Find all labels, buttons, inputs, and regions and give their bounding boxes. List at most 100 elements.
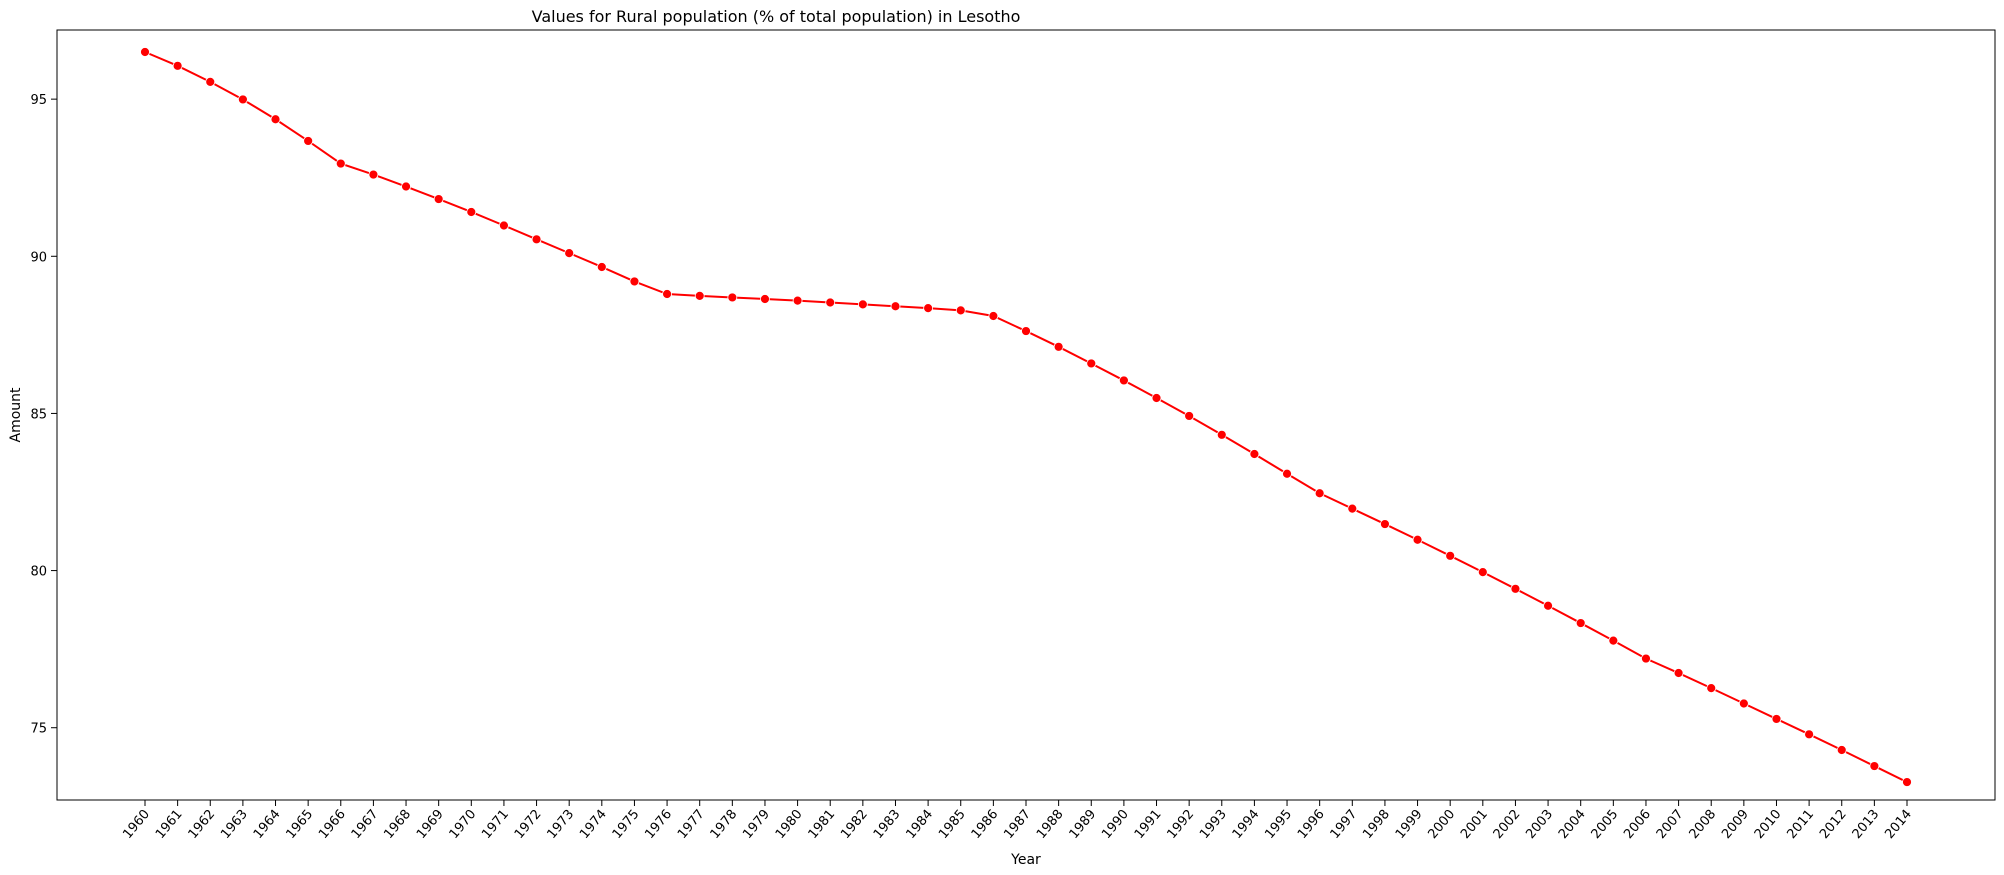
x-tick-label: 1970: [447, 807, 480, 842]
x-tick-label: 1996: [1295, 807, 1328, 842]
data-point: [988, 311, 999, 321]
data-point: [727, 292, 738, 303]
x-tick-label: 1976: [642, 807, 675, 842]
x-tick-label: 2010: [1752, 807, 1785, 842]
x-tick-label: 1973: [544, 807, 577, 842]
data-point: [1673, 668, 1684, 678]
data-point: [955, 305, 966, 316]
data-point: [629, 276, 640, 287]
x-tick-label: 1984: [903, 807, 936, 842]
x-tick-label: 1993: [1197, 807, 1230, 842]
x-tick-label: 1982: [838, 807, 871, 842]
data-point: [1771, 714, 1782, 724]
data-point: [1184, 411, 1195, 421]
x-tick-label: 1981: [806, 807, 839, 842]
data-point: [172, 60, 183, 71]
data-point: [1282, 468, 1292, 479]
data-point: [1869, 761, 1880, 771]
x-tick-label: 2011: [1784, 807, 1817, 842]
x-tick-label: 1967: [349, 807, 382, 842]
x-tick-label: 1971: [479, 807, 512, 842]
x-tick-label: 1980: [773, 807, 806, 842]
data-point: [923, 303, 934, 314]
data-point: [401, 181, 411, 192]
x-tick-label: 2004: [1556, 807, 1589, 842]
data-point: [466, 207, 477, 217]
x-tick-label: 1997: [1328, 807, 1361, 842]
y-tick-label: 80: [30, 565, 47, 580]
x-tick-label: 1972: [512, 807, 545, 842]
data-point: [1118, 375, 1129, 386]
data-point: [1314, 488, 1325, 499]
data-point: [499, 220, 509, 231]
x-tick-label: 2003: [1523, 807, 1556, 842]
y-tick-label: 90: [30, 250, 47, 265]
x-tick-label: 2013: [1850, 807, 1883, 842]
data-point: [1804, 729, 1815, 740]
x-tick-label: 1977: [675, 807, 708, 842]
data-point: [1380, 519, 1390, 529]
data-point: [335, 158, 346, 169]
data-point: [1445, 550, 1456, 561]
x-tick-label: 1998: [1360, 807, 1393, 842]
data-point: [1608, 635, 1619, 646]
data-points: [140, 47, 1912, 787]
data-point: [205, 76, 216, 87]
data-point: [1086, 358, 1097, 369]
data-point: [1738, 698, 1749, 709]
x-tick-label: 1987: [1001, 807, 1034, 842]
data-point: [1477, 567, 1488, 578]
data-point: [1249, 449, 1260, 459]
data-point: [1510, 583, 1521, 594]
data-point: [1902, 777, 1912, 787]
data-point: [1216, 429, 1227, 440]
x-tick-label: 2007: [1654, 807, 1687, 842]
x-tick-label: 2009: [1719, 807, 1752, 842]
data-point: [433, 194, 444, 204]
data-point: [368, 169, 379, 180]
data-point: [857, 299, 868, 310]
x-axis: 1960 1961 1962 1963 1964 1965 1966 1967 1968 1969…: [120, 800, 1915, 842]
y-tick-label: 95: [30, 93, 47, 108]
data-point: [237, 94, 248, 105]
data-point: [1836, 745, 1847, 755]
x-tick-label: 1983: [871, 807, 904, 842]
data-point: [1347, 503, 1358, 514]
x-tick-label: 1992: [1164, 807, 1197, 842]
x-tick-label: 2012: [1817, 807, 1850, 842]
x-tick-label: 1991: [1132, 807, 1165, 842]
x-tick-label: 1969: [414, 807, 447, 842]
data-point: [792, 295, 803, 306]
y-axis-label: Amount: [8, 387, 24, 443]
x-tick-label: 2008: [1687, 807, 1720, 842]
x-tick-label: 2014: [1882, 807, 1915, 842]
chart-title: Values for Rural population (% of total …: [532, 7, 1021, 26]
x-tick-label: 1979: [740, 807, 773, 842]
data-point: [760, 294, 770, 304]
x-tick-label: 1968: [381, 807, 414, 842]
series-line: [144, 51, 1908, 783]
y-tick-label: 85: [30, 407, 47, 422]
x-tick-label: 2000: [1425, 807, 1458, 842]
x-tick-label: 1962: [186, 807, 219, 842]
data-point: [1575, 618, 1586, 628]
x-tick-label: 1974: [577, 807, 610, 842]
x-tick-label: 2002: [1491, 807, 1524, 842]
x-tick-label: 1995: [1262, 807, 1295, 842]
x-tick-label: 1990: [1099, 807, 1132, 842]
data-point: [1053, 341, 1064, 352]
x-tick-label: 1975: [610, 807, 643, 842]
x-tick-label: 1978: [708, 807, 741, 842]
x-tick-label: 2001: [1458, 807, 1491, 842]
data-point: [1021, 326, 1031, 336]
data-point: [890, 301, 901, 312]
x-tick-label: 1965: [283, 807, 316, 842]
y-tick-label: 75: [30, 722, 47, 737]
data-point: [1543, 600, 1553, 611]
data-point: [303, 136, 314, 146]
data-point: [694, 290, 705, 301]
x-tick-label: 1989: [1067, 807, 1100, 842]
x-tick-label: 1960: [120, 807, 153, 842]
x-tick-label: 1963: [218, 807, 251, 842]
